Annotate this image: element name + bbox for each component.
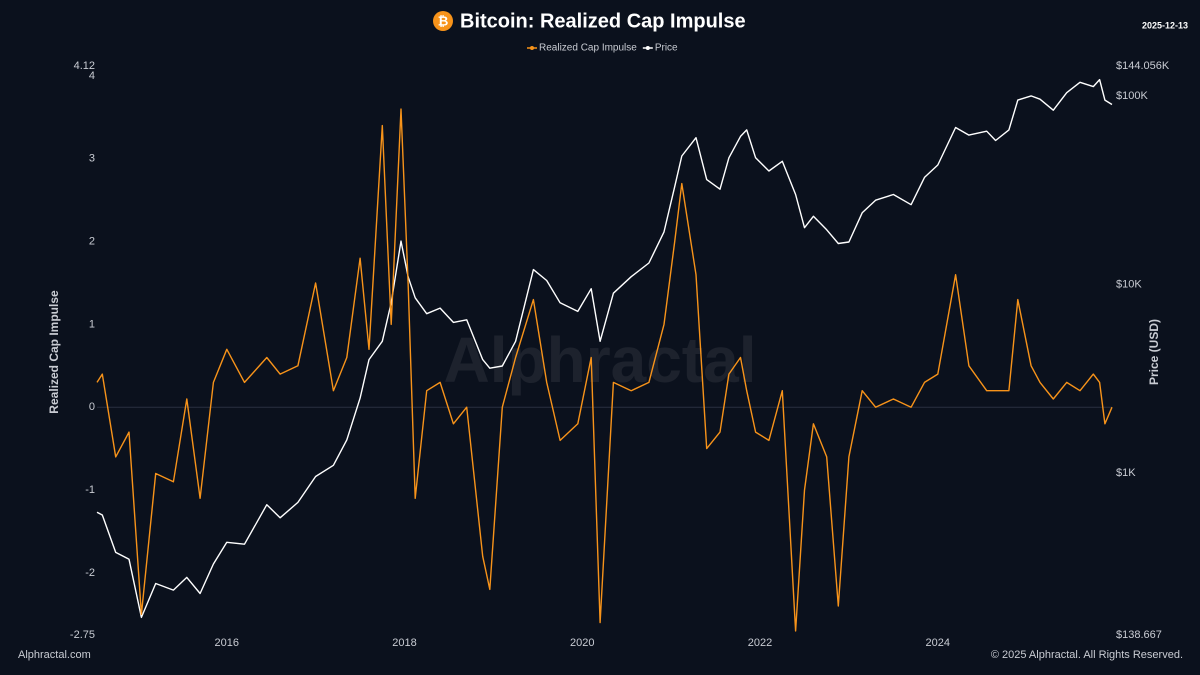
date: 2025-12-13 [1142, 20, 1188, 30]
y-tick-label: 2 [89, 235, 95, 247]
footer-right: © 2025 Alphractal. All Rights Reserved. [991, 649, 1183, 661]
line-series [96, 108, 1113, 632]
legend-label: Realized Cap Impulse [539, 43, 637, 54]
watermark: Alphractal [444, 324, 757, 396]
title-icon-bg [433, 11, 453, 31]
chart-title: Bitcoin: Realized Cap Impulse [460, 10, 746, 32]
y2-tick-label: $144.056K [1116, 60, 1170, 72]
y2-tick-label: $10K [1116, 278, 1142, 290]
x-tick-label: 2016 [215, 637, 239, 649]
legend-label: Price [655, 43, 678, 54]
y2-tick-label: $100K [1116, 90, 1148, 102]
y-tick-label: -2.75 [70, 629, 95, 641]
y-tick-label: 1 [89, 318, 95, 330]
y-tick-label: -1 [85, 484, 95, 496]
legend-dot [645, 46, 650, 50]
y2-tick-label: $138.667 [1116, 629, 1162, 641]
x-tick-label: 2024 [926, 637, 950, 649]
y2-tick-label: $1K [1116, 467, 1136, 479]
y-axis-label: Realized Cap Impulse [47, 290, 61, 414]
y-tick-label: 3 [89, 153, 95, 165]
x-tick-label: 2020 [570, 637, 594, 649]
y-tick-label: 0 [89, 401, 95, 413]
y2-axis-label: Price (USD) [1147, 319, 1161, 385]
x-tick-label: 2018 [392, 637, 416, 649]
y-tick-label: 4 [89, 70, 95, 82]
title-icon: ₿ [438, 13, 449, 28]
y-tick-label: -2 [85, 567, 95, 579]
x-tick-label: 2022 [748, 637, 772, 649]
y-tick-label: 4.12 [74, 60, 95, 72]
legend-dot [530, 46, 534, 50]
footer-left: Alphractal.com [18, 649, 91, 661]
line-series [96, 78, 1113, 619]
